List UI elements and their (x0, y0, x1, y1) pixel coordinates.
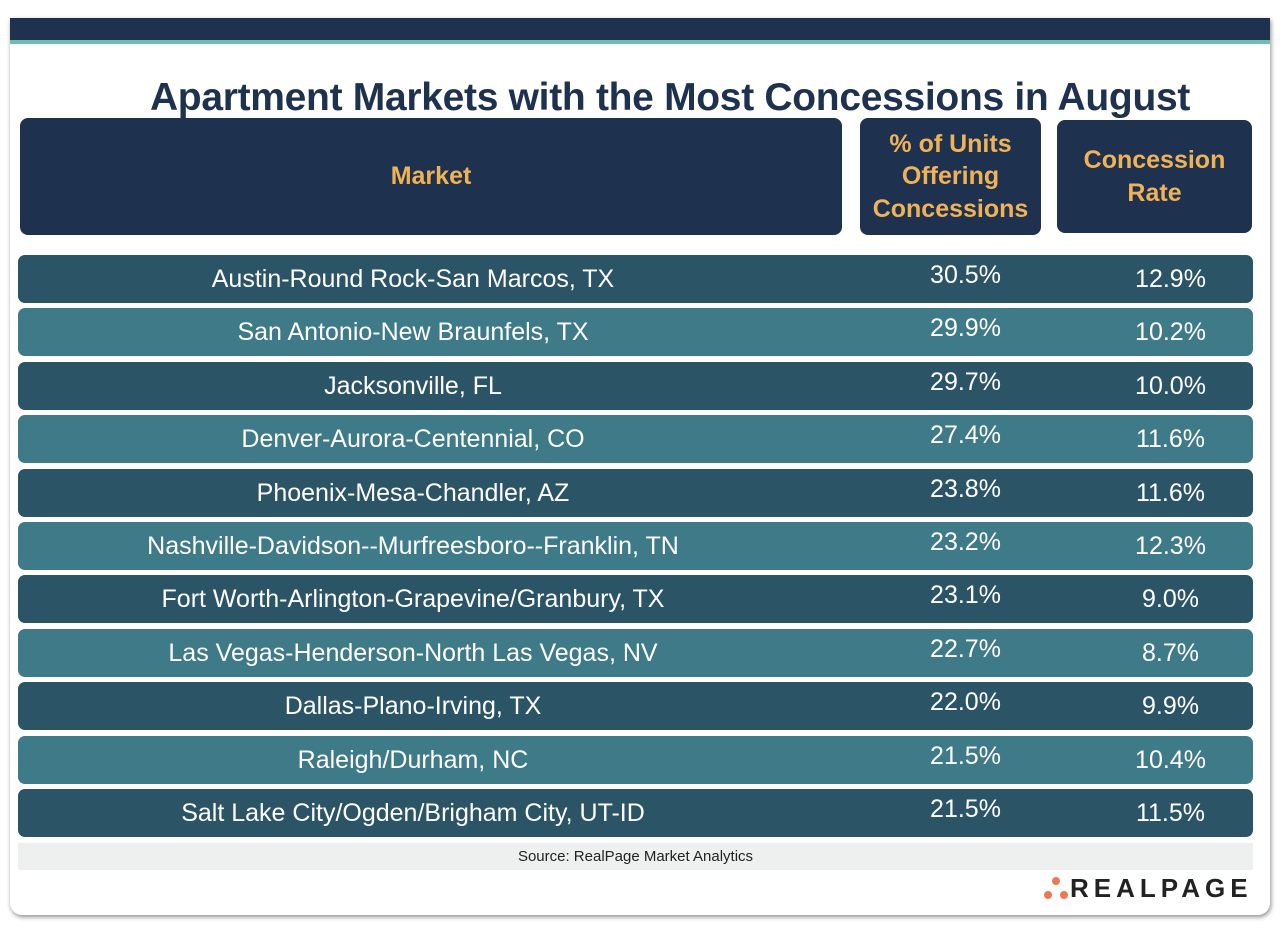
table-row: Las Vegas-Henderson-North Las Vegas, NV 2… (18, 628, 1253, 677)
pct-units-cell: 23.8% (930, 474, 1001, 503)
table-row: Jacksonville, FL 29.7% 10.0% (18, 361, 1253, 410)
table-row: Fort Worth-Arlington-Grapevine/Granbury,… (18, 575, 1253, 624)
table-row: Denver-Aurora-Centennial, CO 27.4% 11.6% (18, 415, 1253, 464)
pct-units-cell: 21.5% (930, 741, 1001, 770)
table-row: Austin-Round Rock-San Marcos, TX 30.5% 12.… (18, 255, 1253, 303)
table-row: San Antonio-New Braunfels, TX 29.9% 10.2% (18, 308, 1253, 357)
header-pct-units: % of Units Offering Concessions (860, 118, 1041, 235)
market-cell: Austin-Round Rock-San Marcos, TX (211, 265, 615, 293)
pct-units-cell: 23.1% (930, 581, 1001, 610)
concession-rate-cell: 11.5% (1135, 799, 1206, 827)
concession-rate-cell: 10.2% (1135, 318, 1206, 347)
pct-units-cell: 30.5% (930, 261, 1001, 289)
realpage-logo: REALPAGE (1042, 873, 1253, 904)
header-concession-rate: Concession Rate (1057, 120, 1252, 233)
market-cell: Nashville-Davidson--Murfreesboro--Frankl… (147, 532, 679, 560)
market-cell: Phoenix-Mesa-Chandler, AZ (256, 478, 570, 507)
market-cell: Jacksonville, FL (324, 371, 502, 400)
logo-text: REALPAGE (1070, 873, 1253, 903)
table-row: Salt Lake City/Ogden/Brigham City, UT-ID… (18, 789, 1253, 837)
pct-units-cell: 21.5% (930, 795, 1001, 823)
top-bar (10, 18, 1270, 44)
pct-units-cell: 22.7% (930, 634, 1001, 663)
concession-rate-cell: 9.9% (1142, 692, 1199, 721)
pct-units-cell: 27.4% (930, 421, 1001, 450)
concession-rate-cell: 12.3% (1135, 532, 1206, 560)
market-cell: Fort Worth-Arlington-Grapevine/Granbury,… (161, 585, 665, 614)
concession-rate-cell: 10.0% (1135, 371, 1206, 400)
market-cell: Denver-Aurora-Centennial, CO (241, 425, 585, 454)
pct-units-cell: 29.9% (930, 314, 1001, 343)
concession-rate-cell: 8.7% (1142, 638, 1199, 667)
table-row: Nashville-Davidson--Murfreesboro--Frankl… (18, 522, 1253, 570)
market-cell: Las Vegas-Henderson-North Las Vegas, NV (168, 638, 658, 667)
pct-units-cell: 23.2% (930, 528, 1001, 556)
concession-rate-cell: 10.4% (1135, 745, 1206, 774)
concession-rate-cell: 11.6% (1135, 478, 1206, 507)
market-cell: Dallas-Plano-Irving, TX (284, 692, 542, 721)
header-market: Market (20, 118, 842, 235)
table-row: Raleigh/Durham, NC 21.5% 10.4% (18, 735, 1253, 784)
infographic-card: Apartment Markets with the Most Concessi… (10, 18, 1270, 915)
market-cell: Raleigh/Durham, NC (297, 745, 529, 774)
concession-rate-cell: 9.0% (1142, 585, 1199, 614)
market-cell: San Antonio-New Braunfels, TX (237, 318, 589, 347)
concession-rate-cell: 11.6% (1135, 425, 1206, 454)
pct-units-cell: 29.7% (930, 367, 1001, 396)
table-row: Dallas-Plano-Irving, TX 22.0% 9.9% (18, 682, 1253, 731)
pct-units-cell: 22.0% (930, 688, 1001, 717)
market-cell: Salt Lake City/Ogden/Brigham City, UT-ID (181, 799, 645, 827)
page-title: Apartment Markets with the Most Concessi… (149, 76, 1191, 119)
logo-dots-icon (1042, 875, 1070, 903)
source-note: Source: RealPage Market Analytics (18, 843, 1253, 870)
table-row: Phoenix-Mesa-Chandler, AZ 23.8% 11.6% (18, 468, 1253, 517)
concession-rate-cell: 12.9% (1135, 265, 1206, 293)
